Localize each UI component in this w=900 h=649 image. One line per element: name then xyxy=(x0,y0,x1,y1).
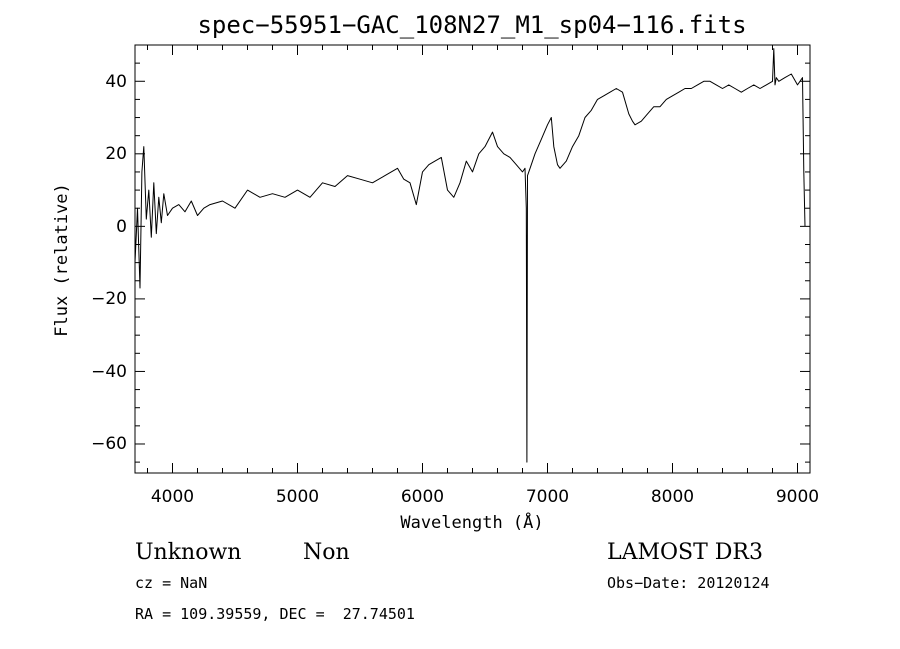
x-axis-label: Wavelength (Å) xyxy=(400,511,543,533)
x-tick-label: 4000 xyxy=(151,487,194,507)
redshift-text: cz = NaN xyxy=(135,574,207,592)
y-axis-ticks xyxy=(135,44,810,463)
survey-label: LAMOST DR3 xyxy=(607,540,763,565)
x-tick-label: 6000 xyxy=(401,487,444,507)
object-class: Non xyxy=(303,540,350,565)
y-tick-label: −20 xyxy=(91,289,127,309)
x-axis-ticks xyxy=(147,45,798,473)
y-tick-label: 20 xyxy=(105,144,127,164)
x-tick-label: 5000 xyxy=(276,487,319,507)
x-tick-label: 8000 xyxy=(651,487,694,507)
y-tick-label: −60 xyxy=(91,434,127,454)
chart-title: spec−55951−GAC_108N27_M1_sp04−116.fits xyxy=(197,11,746,39)
y-tick-label: −40 xyxy=(91,362,127,382)
y-tick-label: 0 xyxy=(116,217,127,237)
plot-frame xyxy=(134,44,811,474)
coords-text: RA = 109.39559, DEC = 27.74501 xyxy=(135,605,415,623)
obs-date-text: Obs−Date: 20120124 xyxy=(607,574,770,592)
y-axis-label: Flux (relative) xyxy=(52,183,72,337)
spectrum-line xyxy=(134,48,806,463)
object-name: Unknown xyxy=(135,540,241,565)
x-tick-label: 9000 xyxy=(776,487,819,507)
x-tick-label: 7000 xyxy=(526,487,569,507)
y-tick-label: 40 xyxy=(105,72,127,92)
